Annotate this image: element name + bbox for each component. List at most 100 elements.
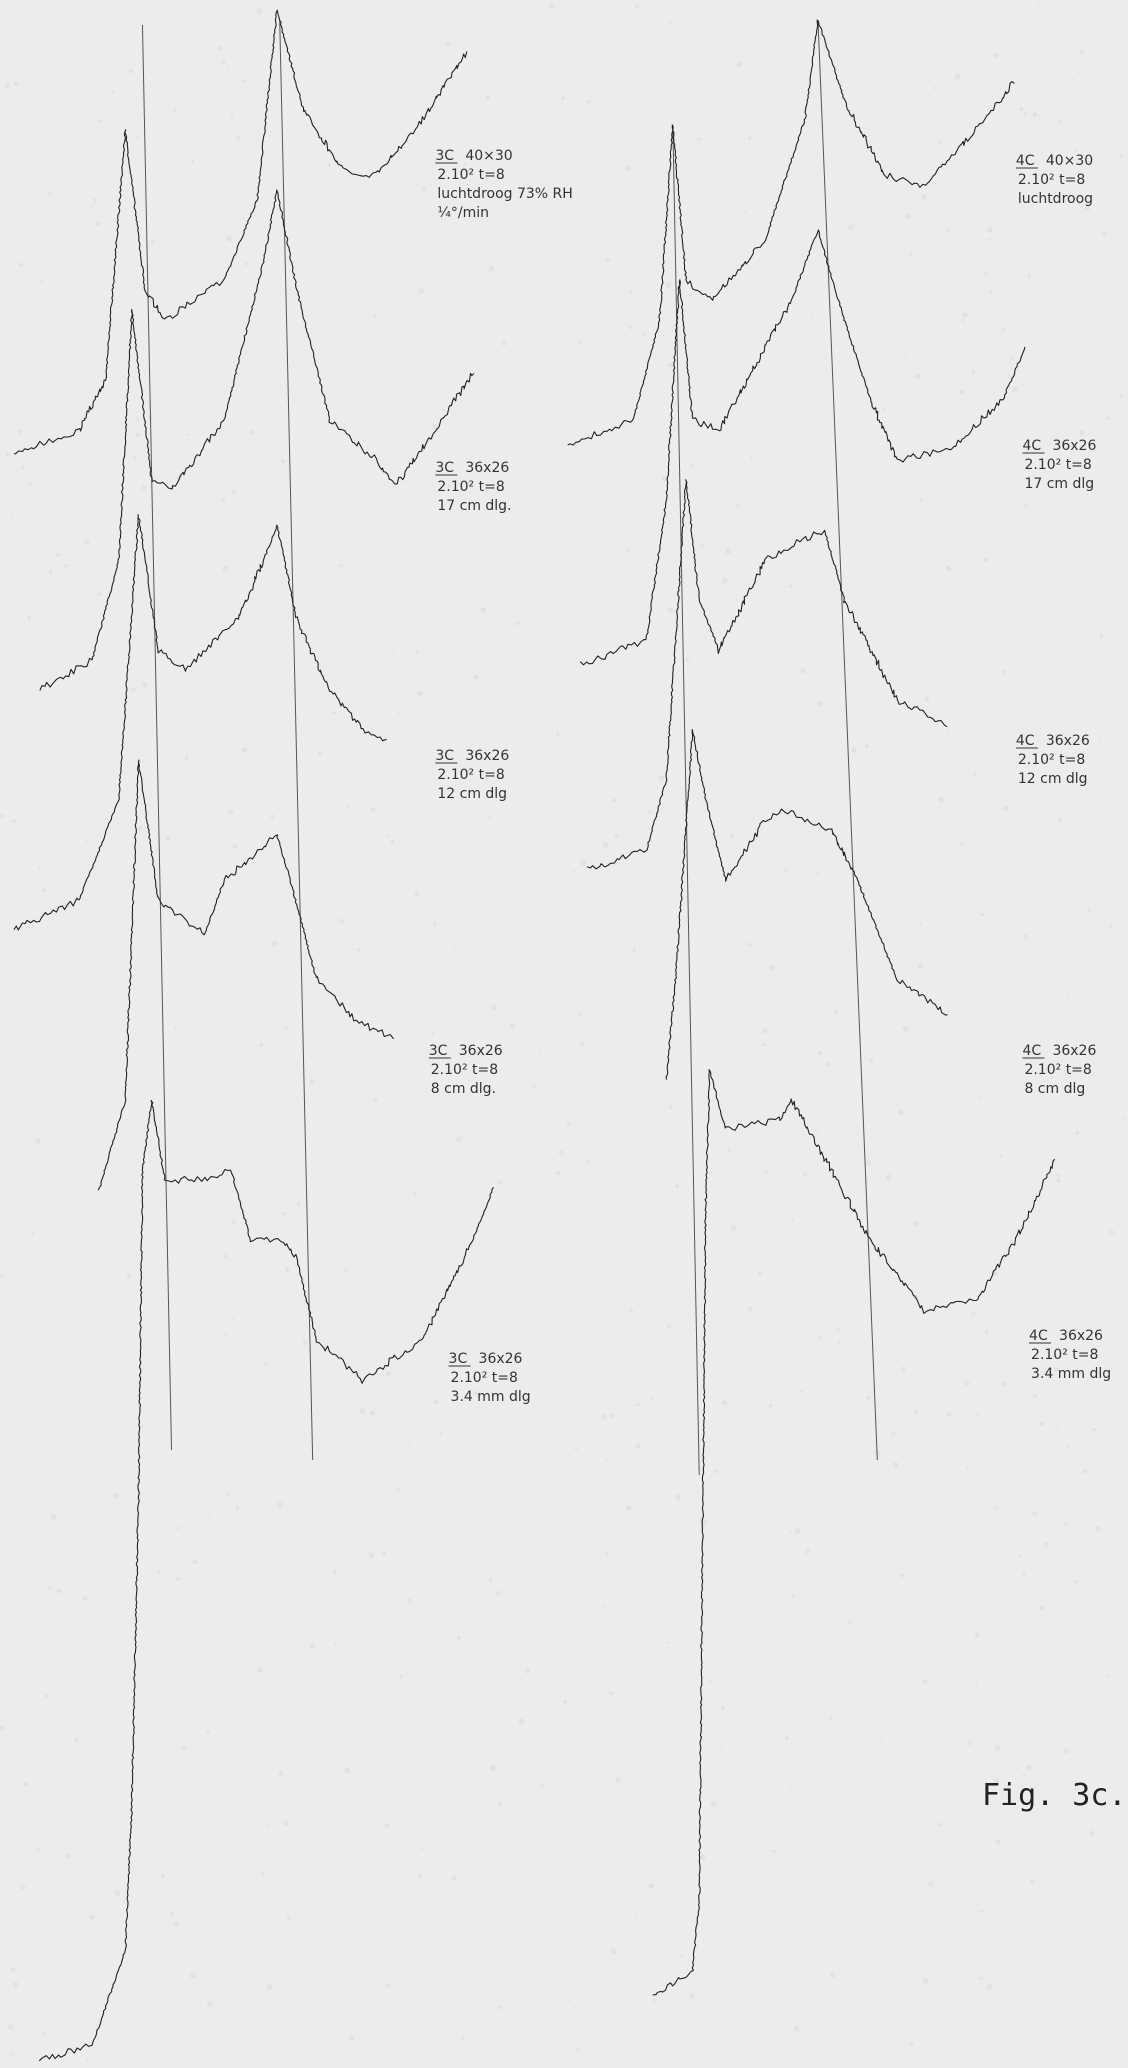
grain bbox=[1108, 1675, 1111, 1678]
grain bbox=[446, 42, 451, 47]
grain bbox=[370, 1411, 375, 1416]
grain bbox=[1003, 806, 1008, 811]
grain bbox=[606, 258, 610, 262]
grain bbox=[999, 1154, 1002, 1157]
grain bbox=[801, 668, 806, 673]
grain bbox=[969, 1024, 971, 1026]
grain bbox=[456, 1635, 461, 1640]
sample-size: 36x26 bbox=[1052, 438, 1096, 454]
grain bbox=[14, 82, 19, 87]
grain bbox=[1083, 1469, 1087, 1473]
grain bbox=[1064, 1521, 1068, 1525]
grain bbox=[905, 214, 911, 220]
grain bbox=[489, 1578, 492, 1581]
grain bbox=[576, 2048, 579, 2051]
grain bbox=[928, 1882, 933, 1887]
grain bbox=[318, 752, 322, 756]
grain bbox=[994, 53, 999, 58]
grain bbox=[540, 1784, 543, 1787]
grain bbox=[228, 809, 233, 814]
grain bbox=[35, 1138, 41, 1144]
grain bbox=[901, 1367, 905, 1371]
grain bbox=[666, 282, 672, 288]
grain bbox=[138, 826, 142, 830]
sample-condition: 8 cm dlg bbox=[1024, 1081, 1085, 1097]
grain bbox=[369, 1553, 374, 1558]
grain bbox=[580, 1042, 585, 1047]
grain bbox=[967, 1741, 971, 1745]
grain bbox=[1033, 1393, 1038, 1398]
grain bbox=[946, 567, 951, 572]
grain bbox=[133, 457, 136, 460]
grain bbox=[836, 1327, 840, 1331]
grain bbox=[946, 1412, 951, 1417]
grain bbox=[780, 1409, 782, 1411]
grain bbox=[270, 814, 274, 818]
grain bbox=[597, 208, 599, 210]
grain bbox=[984, 272, 988, 276]
grain bbox=[593, 945, 595, 947]
grain bbox=[135, 418, 139, 422]
grain bbox=[959, 390, 964, 395]
grain bbox=[99, 119, 103, 123]
sample-id: 3C bbox=[435, 748, 454, 764]
grain bbox=[417, 691, 422, 696]
grain bbox=[744, 210, 747, 213]
grain bbox=[84, 539, 90, 545]
grain bbox=[464, 1023, 466, 1025]
grain bbox=[532, 1085, 536, 1089]
sample-size: 36x26 bbox=[1052, 1043, 1096, 1059]
grain bbox=[815, 1129, 818, 1132]
grain bbox=[669, 1105, 673, 1109]
grain bbox=[1059, 121, 1062, 124]
grain bbox=[136, 432, 140, 436]
grain bbox=[245, 262, 248, 265]
grain bbox=[414, 891, 419, 896]
grain bbox=[218, 46, 222, 50]
grain bbox=[519, 1719, 525, 1725]
measurement-params: 2.10² t=8 bbox=[1018, 752, 1085, 768]
grain bbox=[343, 1269, 347, 1273]
grain bbox=[12, 819, 16, 823]
grain bbox=[817, 701, 822, 706]
grain bbox=[13, 1982, 19, 1988]
grain bbox=[502, 341, 507, 346]
grain bbox=[0, 814, 4, 818]
grain bbox=[490, 1765, 496, 1771]
grain bbox=[82, 1596, 87, 1601]
grain bbox=[86, 840, 89, 843]
grain bbox=[681, 1954, 684, 1957]
grain bbox=[41, 280, 43, 282]
grain bbox=[232, 1318, 234, 1320]
grain bbox=[267, 1823, 270, 1826]
grain bbox=[769, 965, 775, 971]
grain bbox=[643, 333, 646, 336]
grain bbox=[8, 2024, 13, 2029]
measurement-params: 2.10² t=8 bbox=[431, 1062, 498, 1078]
grain bbox=[722, 578, 728, 584]
grain bbox=[1012, 386, 1018, 392]
grain bbox=[454, 945, 456, 947]
grain bbox=[344, 1768, 350, 1774]
grain bbox=[675, 1184, 680, 1189]
grain bbox=[729, 834, 734, 839]
grain bbox=[573, 870, 576, 873]
grain bbox=[384, 1823, 389, 1828]
grain bbox=[1019, 107, 1024, 112]
grain bbox=[580, 1299, 583, 1302]
grain bbox=[1099, 634, 1104, 639]
grain bbox=[182, 1746, 187, 1751]
grain bbox=[489, 266, 494, 271]
grain bbox=[898, 1590, 900, 1592]
grain bbox=[95, 221, 100, 226]
grain bbox=[206, 1731, 209, 1734]
grain bbox=[561, 97, 565, 101]
grain bbox=[42, 2031, 46, 2035]
grain bbox=[758, 1271, 762, 1275]
grain bbox=[653, 1999, 656, 2002]
grain bbox=[923, 1978, 929, 1984]
grain bbox=[391, 840, 395, 844]
grain bbox=[165, 836, 170, 841]
grain bbox=[1087, 908, 1091, 912]
